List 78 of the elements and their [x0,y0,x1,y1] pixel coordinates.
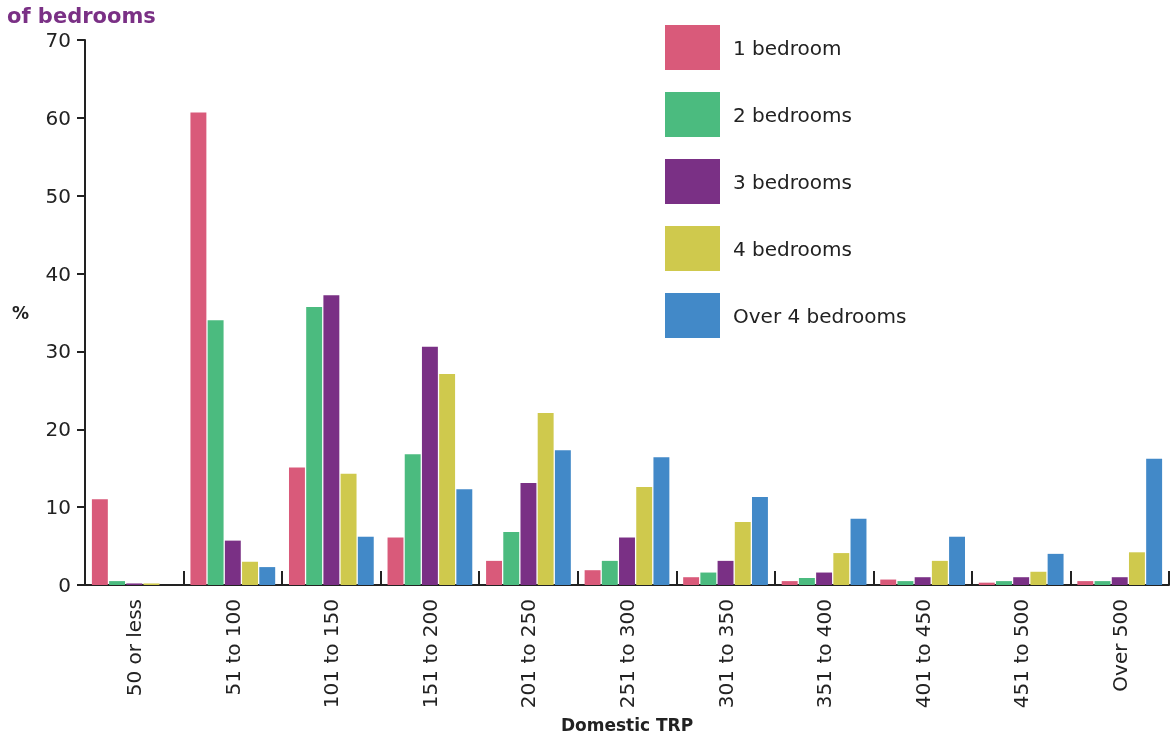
x-tick-label: 201 to 250 [516,599,541,709]
y-tick-label: 70 [45,28,71,52]
bar [996,581,1012,585]
bar [601,560,618,585]
bar [439,374,456,585]
bar [1094,581,1111,585]
bar [717,560,734,585]
y-tick-label: 20 [45,417,71,442]
bar [1111,577,1128,585]
legend-label: 1 bedroom [733,35,842,60]
bar [850,518,867,585]
y-tick-label: 30 [45,339,71,364]
bar [91,499,108,585]
bar [456,489,473,585]
bar [421,346,438,585]
x-tick-label: 151 to 200 [417,599,442,709]
bar [1146,458,1163,585]
bar [503,532,520,585]
y-tick-label: 40 [45,261,71,286]
bar [816,572,833,585]
chart-title: of bedrooms [7,3,156,28]
bar [931,560,948,585]
y-tick-label: 0 [58,573,71,597]
bar [897,581,914,585]
bar [242,561,258,585]
x-tick-label: 50 or less [122,599,147,697]
x-tick-label: 251 to 300 [615,599,639,709]
x-axis-title: Domestic TRP [560,714,694,735]
bar [914,577,931,585]
bar [751,497,768,585]
bar [880,579,897,585]
bar [537,412,554,585]
bar [224,540,241,585]
bar [584,570,601,585]
bar [1077,581,1094,585]
bar [520,483,537,585]
bar [288,467,305,585]
bar [1128,552,1145,585]
bar [340,473,357,585]
legend-label: 4 bedrooms [733,236,852,261]
x-tick-label: 51 to 100 [220,599,245,696]
x-tick-label: 401 to 450 [910,599,935,709]
x-tick-label: 351 to 400 [812,599,837,709]
x-tick-label: 101 to 150 [319,599,344,709]
bar [323,295,340,585]
bar [700,572,717,585]
bar [109,581,126,585]
bar [190,112,207,585]
y-tick-label: 50 [45,183,71,208]
bar [949,536,966,585]
bar [798,577,815,585]
bar [734,521,751,585]
bar [1030,571,1047,585]
legend-label: 2 bedrooms [733,102,852,127]
bar [306,307,323,585]
bar [554,450,571,585]
bar [207,320,224,585]
bar [404,454,421,585]
bar [636,486,653,585]
bar [653,457,670,585]
bar [486,560,503,585]
legend-label: 3 bedrooms [733,169,852,194]
bar [833,553,850,585]
bar [1047,553,1064,585]
bar [781,581,798,585]
bar [259,567,276,585]
y-tick-label: 10 [45,495,71,520]
x-tick-label: 301 to 350 [713,599,738,709]
bar [1013,577,1030,585]
y-axis-title: % [11,302,29,323]
bar [387,537,404,585]
bar [357,536,374,585]
bar [619,537,635,585]
bar [683,577,700,585]
x-tick-label: 451 to 500 [1009,599,1034,709]
y-tick-label: 60 [45,105,71,130]
x-tick-label: Over 500 [1107,599,1132,692]
legend-label: Over 4 bedrooms [733,303,907,328]
